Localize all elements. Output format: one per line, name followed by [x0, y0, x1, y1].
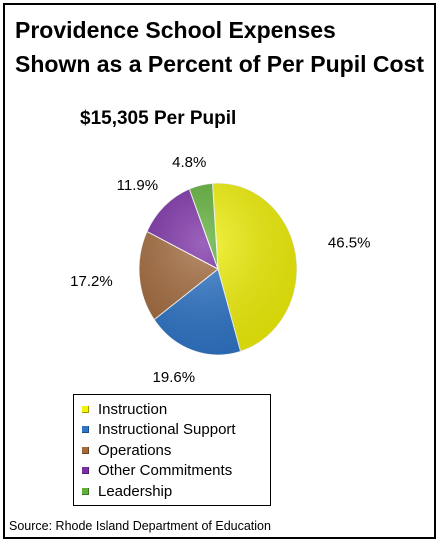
legend-item-instructional-support: Instructional Support [82, 420, 270, 441]
source-note: Source: Rhode Island Department of Educa… [9, 519, 271, 533]
chart-subtitle: $15,305 Per Pupil [80, 108, 237, 129]
legend-label: Other Commitments [98, 462, 233, 480]
legend-swatch [82, 487, 89, 495]
data-label-instructional-support: 19.6% [153, 369, 196, 386]
legend-label: Leadership [98, 482, 173, 500]
legend-swatch [82, 446, 89, 454]
data-label-operations: 17.2% [70, 273, 113, 290]
chart-title-line-2: Shown as a Percent of Per Pupil Cost [15, 51, 424, 77]
legend-item-leadership: Leadership [82, 481, 270, 502]
data-label-other-commitments: 11.9% [117, 177, 158, 194]
legend-item-other-commitments: Other Commitments [82, 461, 270, 482]
legend-label: Instructional Support [98, 421, 236, 439]
legend-swatch [82, 467, 89, 475]
legend-item-operations: Operations [82, 440, 270, 461]
legend-item-instruction: Instruction [82, 399, 270, 420]
chart-legend: Instruction Instructional Support Operat… [73, 394, 271, 506]
legend-label: Instruction [98, 400, 168, 418]
legend-swatch [82, 405, 89, 413]
legend-swatch [82, 426, 89, 434]
legend-label: Operations [98, 441, 172, 459]
chart-title-line-1: Providence School Expenses [15, 17, 336, 43]
data-label-leadership: 4.8% [172, 154, 206, 171]
data-label-instruction: 46.5% [328, 235, 371, 252]
chart-title: Providence School Expenses Shown as a Pe… [15, 13, 424, 81]
